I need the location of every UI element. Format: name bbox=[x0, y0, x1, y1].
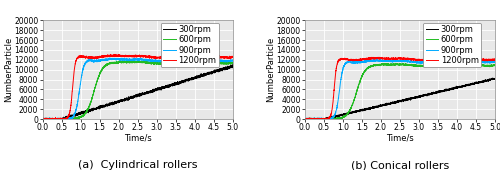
300rpm bbox=[61, 117, 67, 120]
1200rpm bbox=[492, 58, 498, 60]
300rpm bbox=[206, 73, 212, 75]
300rpm bbox=[335, 114, 341, 116]
Text: (b) Conical rollers: (b) Conical rollers bbox=[351, 160, 449, 170]
Text: (a)  Cylindrical rollers: (a) Cylindrical rollers bbox=[78, 160, 198, 170]
Legend: 300rpm, 600rpm, 900rpm, 1200rpm: 300rpm, 600rpm, 900rpm, 1200rpm bbox=[423, 23, 481, 67]
900rpm bbox=[72, 111, 78, 113]
600rpm bbox=[72, 118, 78, 120]
300rpm bbox=[302, 118, 308, 120]
300rpm bbox=[229, 64, 235, 66]
600rpm bbox=[230, 62, 235, 64]
900rpm bbox=[335, 101, 341, 104]
600rpm bbox=[40, 118, 46, 120]
600rpm bbox=[120, 62, 126, 64]
900rpm bbox=[120, 58, 126, 61]
600rpm bbox=[179, 59, 185, 61]
300rpm bbox=[375, 105, 381, 107]
1200rpm bbox=[61, 118, 67, 120]
Line: 900rpm: 900rpm bbox=[305, 60, 495, 119]
X-axis label: Time/s: Time/s bbox=[124, 134, 152, 143]
900rpm bbox=[112, 57, 118, 59]
600rpm bbox=[112, 62, 118, 64]
Legend: 300rpm, 600rpm, 900rpm, 1200rpm: 300rpm, 600rpm, 900rpm, 1200rpm bbox=[160, 23, 218, 67]
X-axis label: Time/s: Time/s bbox=[386, 134, 414, 143]
600rpm bbox=[488, 65, 494, 67]
300rpm bbox=[383, 103, 389, 105]
1200rpm bbox=[302, 118, 308, 120]
900rpm bbox=[178, 57, 184, 59]
Line: 1200rpm: 1200rpm bbox=[42, 55, 232, 119]
Line: 300rpm: 300rpm bbox=[305, 78, 495, 119]
900rpm bbox=[230, 59, 235, 61]
Line: 900rpm: 900rpm bbox=[42, 58, 232, 119]
900rpm bbox=[226, 60, 232, 62]
1200rpm bbox=[178, 54, 184, 56]
1200rpm bbox=[446, 56, 452, 58]
Y-axis label: NumberParticle: NumberParticle bbox=[4, 37, 13, 102]
1200rpm bbox=[383, 58, 389, 60]
300rpm bbox=[492, 78, 498, 80]
Line: 300rpm: 300rpm bbox=[42, 65, 232, 119]
900rpm bbox=[383, 59, 389, 62]
1200rpm bbox=[206, 55, 212, 57]
900rpm bbox=[302, 118, 308, 120]
1200rpm bbox=[302, 118, 308, 120]
1200rpm bbox=[488, 59, 494, 61]
600rpm bbox=[335, 118, 341, 120]
900rpm bbox=[40, 118, 46, 120]
600rpm bbox=[206, 61, 212, 63]
1200rpm bbox=[468, 58, 474, 60]
900rpm bbox=[375, 60, 381, 62]
900rpm bbox=[324, 118, 330, 120]
1200rpm bbox=[40, 118, 46, 120]
600rpm bbox=[40, 117, 46, 119]
Line: 1200rpm: 1200rpm bbox=[305, 57, 495, 119]
300rpm bbox=[72, 114, 78, 116]
1200rpm bbox=[120, 55, 126, 57]
1200rpm bbox=[324, 118, 330, 120]
600rpm bbox=[302, 118, 308, 120]
300rpm bbox=[488, 78, 494, 80]
900rpm bbox=[61, 118, 67, 120]
1200rpm bbox=[72, 62, 78, 64]
300rpm bbox=[324, 118, 330, 120]
900rpm bbox=[468, 60, 474, 62]
Line: 600rpm: 600rpm bbox=[42, 60, 232, 119]
300rpm bbox=[468, 83, 474, 85]
Line: 600rpm: 600rpm bbox=[305, 63, 495, 119]
Y-axis label: NumberParticle: NumberParticle bbox=[266, 37, 275, 102]
900rpm bbox=[40, 118, 46, 120]
600rpm bbox=[375, 64, 381, 66]
600rpm bbox=[226, 62, 232, 64]
900rpm bbox=[488, 61, 494, 63]
1200rpm bbox=[375, 57, 381, 59]
600rpm bbox=[492, 64, 498, 66]
900rpm bbox=[492, 60, 498, 62]
900rpm bbox=[206, 59, 212, 61]
1200rpm bbox=[335, 60, 341, 62]
600rpm bbox=[61, 118, 67, 120]
300rpm bbox=[490, 77, 496, 79]
1200rpm bbox=[226, 57, 232, 59]
900rpm bbox=[374, 59, 380, 61]
600rpm bbox=[468, 63, 474, 65]
300rpm bbox=[40, 118, 46, 120]
1200rpm bbox=[112, 55, 118, 57]
300rpm bbox=[120, 99, 126, 101]
600rpm bbox=[383, 63, 389, 65]
300rpm bbox=[112, 101, 118, 103]
1200rpm bbox=[230, 56, 235, 58]
300rpm bbox=[226, 66, 232, 68]
600rpm bbox=[324, 118, 330, 120]
300rpm bbox=[230, 65, 235, 67]
600rpm bbox=[440, 62, 446, 64]
